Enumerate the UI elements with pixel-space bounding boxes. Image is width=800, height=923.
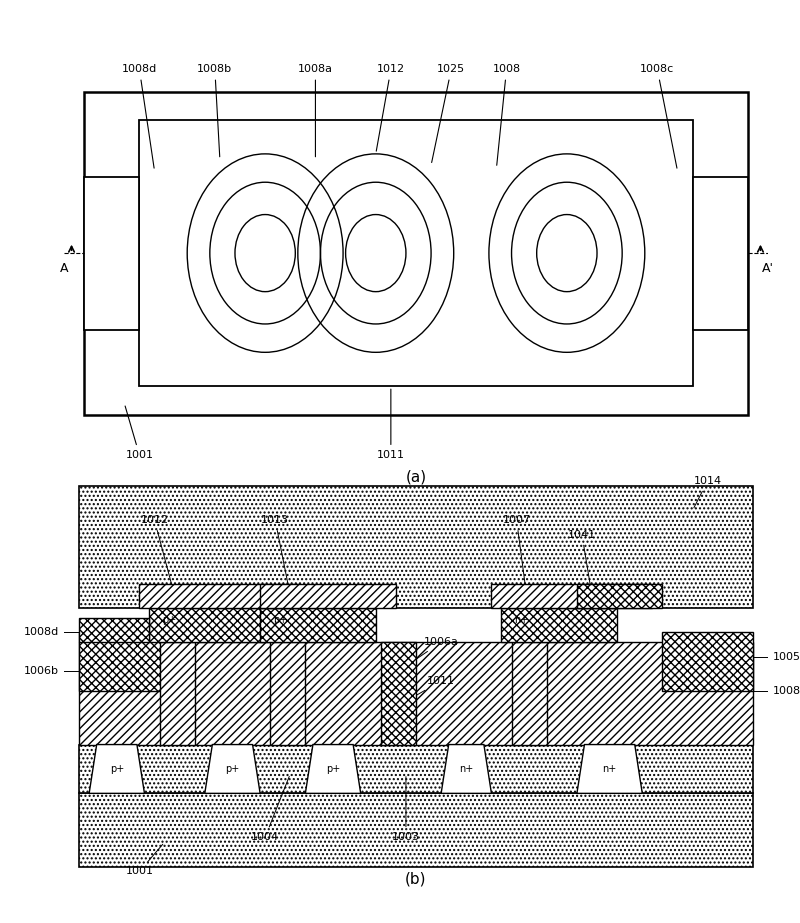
- Text: p+: p+: [162, 615, 177, 625]
- Text: 1006b: 1006b: [24, 666, 59, 677]
- Text: 1004: 1004: [251, 776, 290, 843]
- Bar: [577, 583, 662, 608]
- Bar: [381, 642, 416, 745]
- Text: p+: p+: [273, 615, 287, 625]
- Bar: [139, 583, 300, 608]
- Polygon shape: [577, 745, 642, 794]
- Text: 1014: 1014: [694, 476, 722, 508]
- Text: p+: p+: [226, 764, 239, 774]
- Bar: [84, 91, 748, 414]
- Bar: [260, 583, 396, 608]
- Text: 1008d: 1008d: [24, 628, 59, 637]
- Bar: [150, 608, 265, 642]
- Text: 1012: 1012: [141, 515, 174, 593]
- Bar: [693, 176, 748, 330]
- Text: 1012: 1012: [376, 65, 405, 151]
- Bar: [491, 583, 652, 608]
- Text: p+: p+: [326, 764, 340, 774]
- Bar: [79, 794, 753, 867]
- Bar: [270, 642, 306, 745]
- Text: 1008c: 1008c: [640, 65, 677, 168]
- Bar: [79, 632, 170, 691]
- Text: 1011: 1011: [401, 677, 455, 704]
- Text: 1008c: 1008c: [773, 686, 800, 696]
- Bar: [260, 608, 376, 642]
- Text: n+: n+: [602, 764, 617, 774]
- Polygon shape: [306, 745, 361, 794]
- Polygon shape: [205, 745, 260, 794]
- Text: 1013: 1013: [262, 515, 290, 593]
- Text: 1006a: 1006a: [401, 637, 458, 670]
- Text: 1007: 1007: [502, 515, 530, 593]
- Text: 1011: 1011: [377, 390, 405, 460]
- Text: p+: p+: [110, 764, 124, 774]
- Bar: [139, 120, 693, 387]
- Bar: [159, 642, 194, 745]
- Text: (b): (b): [406, 871, 426, 886]
- Text: 1008: 1008: [493, 65, 521, 165]
- Polygon shape: [89, 745, 145, 794]
- Text: n+: n+: [459, 764, 474, 774]
- Text: n+: n+: [514, 615, 529, 625]
- Bar: [84, 176, 139, 330]
- Polygon shape: [441, 745, 491, 794]
- Bar: [502, 608, 617, 642]
- Bar: [79, 617, 150, 642]
- Text: (a): (a): [406, 470, 426, 485]
- Bar: [511, 642, 546, 745]
- Text: A: A: [60, 261, 68, 275]
- Bar: [662, 632, 753, 691]
- Bar: [79, 745, 753, 794]
- Text: 1005: 1005: [773, 652, 800, 662]
- Text: 1025: 1025: [432, 65, 466, 162]
- Text: 1001: 1001: [126, 845, 162, 877]
- Text: 1008d: 1008d: [122, 65, 157, 168]
- Text: 1008a: 1008a: [298, 65, 333, 157]
- Text: 1003: 1003: [392, 776, 420, 843]
- Bar: [79, 642, 753, 745]
- Bar: [79, 485, 753, 608]
- Text: 1001: 1001: [125, 406, 154, 460]
- Text: A': A': [762, 261, 774, 275]
- Text: 1008b: 1008b: [198, 65, 233, 157]
- Text: 1041: 1041: [568, 530, 596, 593]
